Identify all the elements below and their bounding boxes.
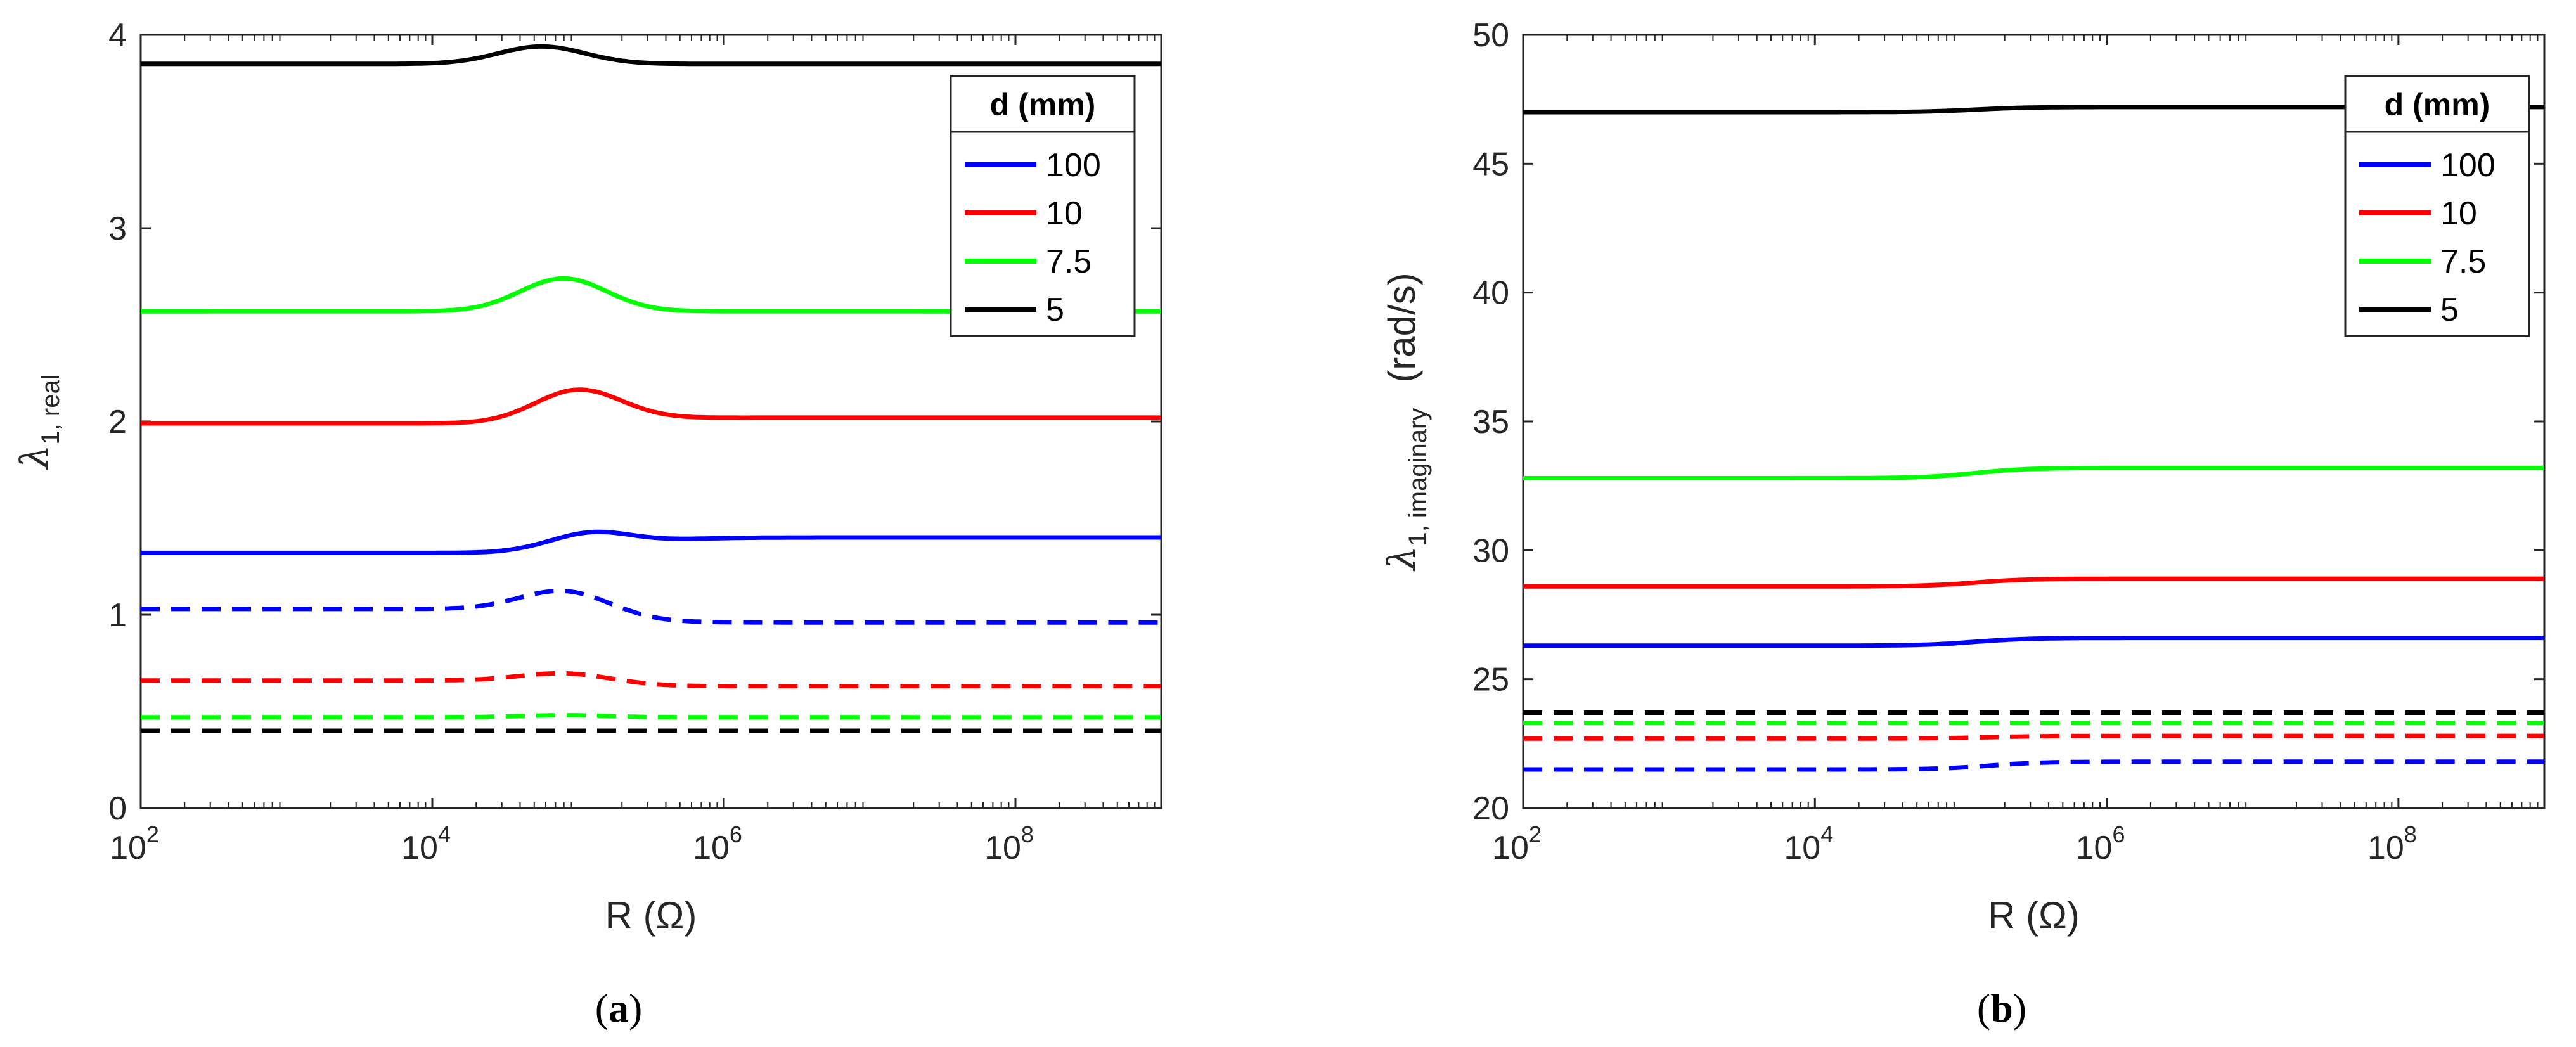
legend-label: 5: [2440, 292, 2459, 328]
series-line-dashed-10: [1523, 733, 2544, 741]
series-line-dashed-7-5: [141, 713, 1161, 720]
y-tick-label: 45: [1472, 146, 1509, 183]
y-axis-subscript: 1, real: [37, 374, 65, 444]
y-tick-label: 0: [108, 790, 127, 827]
series-line-dashed-10: [141, 671, 1161, 689]
x-tick-exponent: 8: [2404, 821, 2417, 847]
y-tick-label: 30: [1472, 532, 1509, 569]
series-line-solid-5: [141, 44, 1161, 67]
y-axis-label: λ1, real: [13, 374, 65, 470]
legend-label: 10: [1046, 195, 1083, 232]
x-tick-exponent: 6: [2112, 821, 2125, 847]
x-tick-label: 106: [2076, 821, 2125, 866]
y-tick-label: 35: [1472, 404, 1509, 440]
x-tick-exponent: 4: [438, 821, 451, 847]
legend-box: [2344, 75, 2530, 337]
x-tick-exponent: 4: [1820, 821, 1833, 847]
x-tick-label: 108: [2367, 821, 2417, 866]
panel-caption: (b): [1977, 986, 2026, 1031]
x-tick-base: 10: [1784, 830, 1820, 866]
series-line-dashed-100: [1523, 759, 2544, 772]
x-tick-exponent: 2: [146, 821, 159, 847]
series-line-solid-10: [1523, 576, 2544, 589]
legend-label: 100: [1046, 147, 1101, 184]
series-line-solid-10: [141, 387, 1161, 426]
x-tick-base: 10: [110, 830, 146, 866]
x-tick-label: 104: [1784, 821, 1833, 866]
x-minor-ticks: [184, 35, 1156, 808]
x-tick-base: 10: [401, 830, 438, 866]
legend-label: 10: [2440, 195, 2477, 232]
x-tick-exponent: 6: [730, 821, 742, 847]
series-lines: [1523, 105, 2544, 772]
legend-title: d (mm): [990, 87, 1096, 122]
legend-title: d (mm): [2385, 87, 2490, 122]
legend-a: d (mm) 100 10 7.5 5: [950, 75, 1136, 337]
y-tick-label: 50: [1472, 17, 1509, 54]
legend-label: 5: [1046, 292, 1064, 328]
caption-close: ): [629, 986, 642, 1031]
x-tick-label: 106: [693, 821, 742, 866]
caption-letter: a: [609, 986, 629, 1031]
x-tick-base: 10: [693, 830, 730, 866]
x-tick-base: 10: [1492, 830, 1529, 866]
y-tick-label: 1: [108, 597, 127, 634]
legend-label: 7.5: [1046, 243, 1092, 280]
y-tick-label: 40: [1472, 275, 1509, 312]
y-axis-symbol: λ: [1380, 546, 1424, 572]
x-tick-base: 10: [2076, 830, 2113, 866]
x-tick-base: 10: [984, 830, 1021, 866]
series-line-solid-100: [1523, 636, 2544, 648]
caption-letter: b: [1990, 986, 2013, 1031]
legend-box: [950, 75, 1136, 337]
x-tick-label: 108: [984, 821, 1034, 866]
legend-label: 7.5: [2440, 243, 2486, 280]
y-axis-units: (rad/s): [1381, 273, 1423, 382]
caption-close: ): [2013, 986, 2026, 1031]
series-line-dashed-100: [141, 588, 1161, 625]
x-tick-base: 10: [2367, 830, 2404, 866]
y-tick-label: 3: [108, 210, 127, 247]
y-tick-label: 20: [1472, 790, 1509, 827]
caption-open: (: [595, 986, 609, 1031]
x-minor-ticks: [1566, 35, 2539, 808]
y-tick-label: 2: [108, 404, 127, 440]
series-line-solid-7-5: [1523, 465, 2544, 480]
series-line-solid-100: [141, 529, 1161, 555]
y-axis-subscript: 1, imaginary: [1404, 408, 1432, 546]
x-axis-label: R (Ω): [1988, 894, 2080, 937]
legend-label: 100: [2440, 147, 2496, 184]
x-tick-exponent: 8: [1021, 821, 1034, 847]
panel-caption: (a): [595, 986, 643, 1031]
x-tick-label: 104: [401, 821, 451, 866]
x-tick-label: 102: [1492, 821, 1542, 866]
y-tick-label: 25: [1472, 662, 1509, 698]
x-tick-exponent: 2: [1529, 821, 1542, 847]
caption-open: (: [1977, 986, 1990, 1031]
x-tick-label: 102: [110, 821, 159, 866]
y-axis-label: λ1, imaginary (rad/s): [1380, 273, 1432, 571]
legend-b: d (mm) 100 10 7.5 5: [2344, 75, 2530, 337]
y-tick-label: 4: [108, 17, 127, 54]
y-axis-symbol: λ: [13, 445, 57, 470]
x-axis-label: R (Ω): [605, 894, 697, 937]
